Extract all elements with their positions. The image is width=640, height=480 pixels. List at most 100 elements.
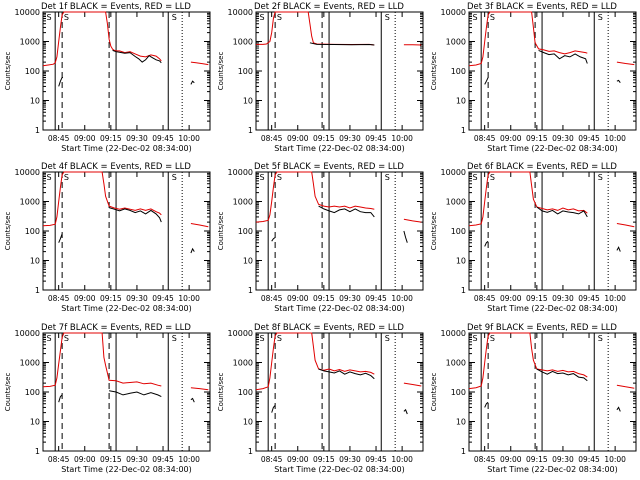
x-tick-label: 08:45 <box>261 455 283 464</box>
detector-panel-5: S S S 1 10 100 1000 10000 08:45 09:00 09:15 09:30 09… <box>217 162 424 313</box>
x-tick-label: 10:00 <box>178 455 200 464</box>
y-tick-label: 1000 <box>20 38 40 47</box>
y-tick-label: 10000 <box>228 168 253 177</box>
flag-label: S <box>46 13 51 22</box>
flag-label: S <box>64 334 69 343</box>
series-lld <box>42 171 209 228</box>
detector-panel-4: S S S 1 10 100 1000 10000 08:45 09:00 09:15 09:30 09… <box>4 162 211 313</box>
x-tick-label: 09:45 <box>365 455 387 464</box>
x-tick-label: 09:00 <box>287 134 309 143</box>
series-lld <box>42 11 209 67</box>
series-line-lld <box>190 61 209 66</box>
flag-label: S <box>598 173 603 182</box>
y-axis-label: Counts/sec <box>217 52 225 91</box>
x-tick-label: 09:45 <box>365 294 387 303</box>
y-axis-label: Counts/sec <box>430 52 438 91</box>
series-line-events <box>403 408 408 415</box>
y-axis-label: Counts/sec <box>4 52 12 91</box>
x-axis-label: Start Time (22-Dec-02 08:34:00) <box>274 465 405 474</box>
x-tick-label: 09:15 <box>313 455 335 464</box>
y-tick-label: 1000 <box>20 359 40 368</box>
series-line-events <box>616 406 621 412</box>
flag-label: S <box>259 13 264 22</box>
flag-label: S <box>385 173 390 182</box>
series-line-events <box>484 77 489 85</box>
y-tick-label: 1 <box>248 447 253 456</box>
x-axis-label: Start Time (22-Dec-02 08:34:00) <box>274 144 405 153</box>
y-tick-label: 10000 <box>15 168 40 177</box>
series-line-events <box>58 233 63 243</box>
series-line-lld <box>616 223 635 228</box>
flag-label: S <box>277 334 282 343</box>
x-tick-label: 09:30 <box>339 294 361 303</box>
x-tick-label: 09:15 <box>100 455 122 464</box>
y-axis-label: Counts/sec <box>217 373 225 412</box>
x-tick-label: 08:45 <box>48 294 70 303</box>
flag-label: S <box>385 13 390 22</box>
x-tick-label: 09:15 <box>313 134 335 143</box>
flag-label: S <box>172 173 177 182</box>
series-line-events <box>108 207 162 223</box>
series-line-lld <box>616 384 635 389</box>
series-line-events <box>616 246 621 252</box>
panel-title: Det 4f BLACK = Events, RED = LLD <box>41 162 191 172</box>
x-tick-label: 08:45 <box>48 455 70 464</box>
x-tick-label: 09:00 <box>74 294 96 303</box>
series-line-lld <box>468 11 588 67</box>
x-tick-label: 08:45 <box>261 134 283 143</box>
series-line-events <box>112 49 162 64</box>
y-tick-label: 100 <box>451 67 466 76</box>
series-line-events <box>271 237 276 242</box>
x-tick-label: 09:45 <box>152 134 174 143</box>
y-tick-label: 100 <box>238 388 253 397</box>
series-line-events <box>309 42 375 46</box>
flag-label: S <box>277 173 282 182</box>
series-line-events <box>484 240 489 247</box>
x-tick-label: 10:00 <box>604 294 626 303</box>
y-tick-label: 10000 <box>228 8 253 17</box>
series-events <box>309 42 375 46</box>
x-tick-label: 09:00 <box>287 294 309 303</box>
y-tick-label: 100 <box>25 67 40 76</box>
series-lld <box>468 171 635 228</box>
flag-label: S <box>490 334 495 343</box>
y-tick-label: 1 <box>35 126 40 135</box>
x-tick-label: 09:45 <box>365 134 387 143</box>
y-axis-label: Counts/sec <box>4 373 12 412</box>
series-line-events <box>484 401 489 408</box>
flag-label: S <box>64 173 69 182</box>
detector-panel-9: S S S 1 10 100 1000 10000 08:45 09:00 09:15 09:30 09… <box>430 323 637 474</box>
series-line-lld <box>190 387 209 391</box>
plot-frame <box>468 332 637 452</box>
x-tick-label: 09:45 <box>578 134 600 143</box>
series-line-events <box>616 79 621 83</box>
x-tick-label: 09:30 <box>552 294 574 303</box>
flag-label: S <box>472 334 477 343</box>
series-line-events <box>536 206 588 218</box>
flag-label: S <box>64 13 69 22</box>
y-tick-label: 1 <box>461 286 466 295</box>
x-tick-label: 09:00 <box>500 294 522 303</box>
y-tick-label: 1000 <box>446 198 466 207</box>
x-tick-label: 10:00 <box>391 294 413 303</box>
y-tick-label: 10000 <box>228 329 253 338</box>
plot-frame <box>42 11 211 131</box>
detector-panel-1: S S S 1 10 100 1000 10000 08:45 09:00 09:15 09:30 09… <box>4 2 211 153</box>
x-tick-label: 09:30 <box>552 455 574 464</box>
x-tick-label: 08:45 <box>474 134 496 143</box>
x-tick-label: 10:00 <box>178 134 200 143</box>
x-tick-label: 09:45 <box>578 294 600 303</box>
series-events <box>58 207 195 254</box>
series-line-events <box>538 49 588 64</box>
flag-label: S <box>46 173 51 182</box>
y-tick-label: 10 <box>243 257 253 266</box>
x-tick-label: 08:45 <box>474 455 496 464</box>
x-tick-label: 10:00 <box>391 455 413 464</box>
x-tick-label: 09:15 <box>100 134 122 143</box>
flag-label: S <box>46 334 51 343</box>
y-tick-label: 10000 <box>441 329 466 338</box>
series-line-lld <box>616 61 635 66</box>
detector-panel-6: S S S 1 10 100 1000 10000 08:45 09:00 09:15 09:30 09… <box>430 162 637 313</box>
y-tick-label: 100 <box>451 227 466 236</box>
